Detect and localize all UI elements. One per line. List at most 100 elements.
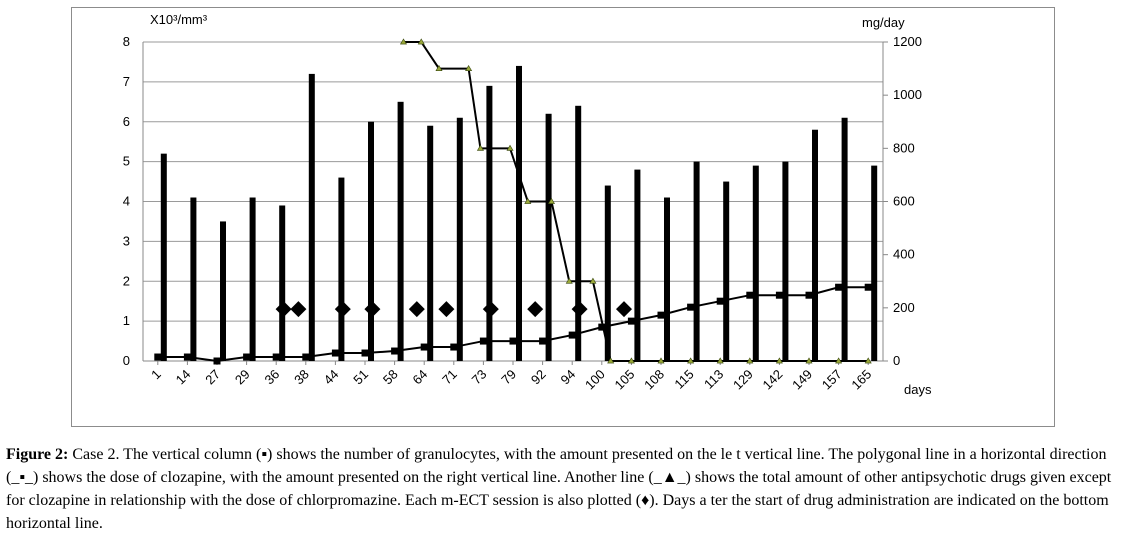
x-tick-label: 71: [439, 367, 460, 388]
left-tick-label: 0: [123, 353, 130, 368]
granulocyte-bar: [841, 117, 848, 361]
right-tick-label: 1000: [893, 87, 922, 102]
granulocyte-bar: [575, 105, 582, 361]
clozapine-line: [157, 286, 869, 363]
x-tick-label: 94: [557, 367, 578, 388]
left-tick-label: 6: [123, 114, 130, 129]
right-tick-label: 400: [893, 247, 915, 262]
granulocyte-bar: [368, 121, 374, 361]
clozapine-marker: [391, 347, 399, 355]
other-antipsychotics-marker: [835, 357, 843, 364]
granulocyte-bar: [871, 165, 878, 361]
x-tick-label: 51: [350, 367, 371, 388]
ect-session-marker: [571, 301, 588, 318]
other-antipsychotics-marker: [627, 357, 635, 364]
x-tick-label: 149: [789, 367, 815, 393]
granulocyte-bar: [604, 185, 611, 361]
ect-session-marker: [438, 301, 455, 318]
x-tick-label: 36: [261, 367, 282, 388]
x-tick-label: 129: [730, 367, 756, 393]
granulocyte-bar: [279, 205, 286, 361]
ect-session-marker: [290, 301, 307, 318]
other-antipsychotics-marker: [417, 38, 425, 45]
clozapine-marker: [775, 291, 783, 299]
granulocyte-bar: [634, 169, 641, 361]
clozapine-marker: [183, 353, 191, 361]
clozapine-marker: [450, 343, 458, 351]
granulocyte-bar: [693, 161, 700, 361]
ect-session-marker: [408, 301, 425, 318]
granulocyte-bar: [782, 161, 789, 361]
x-tick-label: 115: [671, 367, 696, 392]
x-tick-label: 165: [848, 367, 874, 393]
caption-text: Case 2. The vertical column (▪) shows th…: [6, 446, 1112, 532]
clozapine-marker: [154, 353, 162, 361]
left-tick-label: 3: [123, 233, 130, 248]
clozapine-marker: [539, 337, 547, 345]
granulocyte-bar: [338, 177, 345, 361]
ect-session-marker: [275, 301, 292, 318]
other-antipsychotics-marker: [687, 357, 695, 364]
right-tick-label: 0: [893, 353, 900, 368]
other-antipsychotics-marker: [465, 64, 473, 71]
left-axis-unit: X10³/mm³: [150, 12, 208, 27]
other-antipsychotics-marker: [775, 357, 783, 364]
granulocyte-bar: [486, 85, 493, 362]
x-tick-label: 14: [173, 367, 194, 388]
other-antipsychotics-marker: [565, 277, 573, 284]
granulocyte-bar: [220, 221, 226, 361]
clozapine-marker: [272, 353, 280, 361]
clozapine-marker: [864, 283, 872, 291]
other-antipsychotics-marker: [716, 357, 724, 364]
x-tick-label: 58: [380, 367, 401, 388]
granulocyte-bar: [664, 197, 670, 361]
granulocyte-bar: [308, 73, 315, 362]
clozapine-marker: [509, 337, 517, 345]
chart: 0 1 2 3 4 5 6 7 8 0 200 400 600 800 1000 1200 X10³/mm³ mg…: [123, 12, 932, 397]
chart-frame: [71, 7, 1055, 427]
left-tick-label: 1: [123, 313, 130, 328]
x-tick-label: 105: [612, 367, 638, 393]
right-tick-label: 600: [893, 194, 915, 209]
granulocyte-bar: [427, 125, 434, 361]
right-tick-label: 800: [893, 140, 915, 155]
clozapine-marker: [657, 311, 665, 319]
right-tick-label: 1200: [893, 34, 922, 49]
clozapine-marker: [835, 283, 843, 291]
clozapine-marker: [568, 331, 576, 339]
clozapine-marker: [302, 353, 310, 361]
left-tick-label: 5: [123, 154, 130, 169]
ect-session-marker: [364, 301, 381, 318]
right-tick-label: 200: [893, 300, 915, 315]
clozapine-marker: [805, 291, 813, 299]
x-tick-label: 1: [148, 367, 164, 383]
clozapine-marker: [746, 291, 754, 299]
other-antipsychotics-marker: [657, 357, 665, 364]
x-tick-label: 44: [321, 367, 342, 388]
other-antipsychotics-marker: [607, 357, 615, 364]
other-antipsychotics-marker: [547, 197, 556, 204]
ect-session-marker: [334, 301, 351, 318]
granulocyte-bar: [812, 129, 818, 361]
caption-label: Figure 2:: [6, 446, 69, 463]
other-antipsychotics-marker: [524, 197, 532, 204]
clozapine-marker: [331, 349, 339, 357]
clozapine-marker: [420, 343, 428, 351]
ect-session-marker: [482, 301, 499, 318]
left-tick-label: 8: [123, 34, 130, 49]
clozapine-marker: [687, 303, 695, 311]
x-tick-label: 29: [232, 367, 253, 388]
clozapine-marker: [598, 323, 606, 331]
x-tick-label: 100: [582, 367, 608, 393]
x-tick-label: 27: [202, 367, 223, 388]
other-antipsychotics-marker: [864, 357, 872, 364]
x-tick-label: 38: [291, 367, 312, 388]
other-antipsychotics-marker: [746, 357, 754, 364]
granulocyte-bar: [160, 153, 167, 361]
other-antipsychotics-marker: [589, 277, 597, 284]
granulocyte-bar: [456, 117, 463, 361]
ect-session-marker: [527, 301, 544, 318]
other-antipsychotics-marker: [506, 144, 514, 151]
other-antipsychotics-marker: [805, 357, 813, 364]
figure-caption: Figure 2: Case 2. The vertical column (▪…: [6, 443, 1126, 535]
